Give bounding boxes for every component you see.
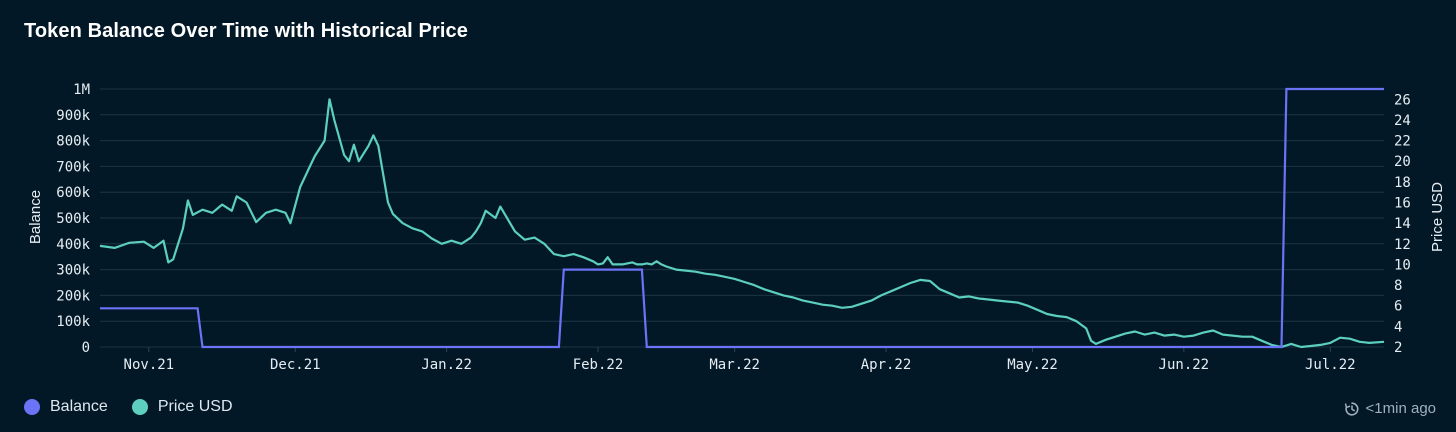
last-updated-text: <1min ago	[1365, 400, 1436, 417]
right-tick-label: 2	[1394, 340, 1402, 356]
legend-label-balance: Balance	[50, 398, 108, 415]
x-axis-ticks: Nov.21 Dec.21 Jan.22 Feb.22 Mar.22 Apr.22 May.…	[124, 347, 1356, 373]
legend-item-price-usd[interactable]: Price USD	[131, 398, 233, 416]
legend: Balance Price USD	[24, 398, 233, 416]
x-tick-label: May.22	[1007, 357, 1058, 373]
x-tick-label: Dec.21	[270, 357, 321, 373]
left-tick-label: 800k	[56, 134, 90, 150]
chart-title: Token Balance Over Time with Historical …	[24, 20, 468, 42]
left-tick-label: 1M	[73, 82, 90, 98]
left-tick-label: 500k	[56, 211, 90, 227]
right-tick-label: 8	[1394, 278, 1402, 294]
left-tick-label: 400k	[56, 237, 90, 253]
left-tick-label: 700k	[56, 159, 90, 175]
right-tick-label: 26	[1394, 92, 1411, 108]
legend-dot-price-usd	[131, 399, 148, 415]
legend-item-balance[interactable]: Balance	[24, 398, 108, 416]
legend-label-price-usd: Price USD	[157, 398, 233, 415]
left-tick-label: 200k	[56, 288, 90, 304]
right-tick-label: 14	[1394, 216, 1411, 232]
x-tick-label: Nov.21	[124, 357, 175, 373]
x-tick-label: Apr.22	[861, 357, 912, 373]
right-tick-label: 22	[1394, 134, 1411, 150]
last-updated[interactable]: <1min ago	[1344, 400, 1436, 417]
legend-dot-balance	[24, 399, 40, 415]
right-tick-label: 24	[1394, 113, 1411, 129]
right-tick-label: 16	[1394, 196, 1411, 212]
left-axis-ticks: 0 100k 200k 300k 400k 500k 600k 700k 800k 900k 1M	[56, 82, 90, 356]
x-tick-label: Feb.22	[573, 357, 624, 373]
right-tick-label: 20	[1394, 154, 1411, 170]
left-tick-label: 900k	[56, 108, 90, 124]
chart-canvas: 0100k200k300k400k500k600k700k800k900k1M …	[27, 82, 1446, 373]
refresh-clock-icon	[1344, 401, 1359, 416]
x-tick-label: Jun.22	[1159, 357, 1210, 373]
right-axis-title: Price USD	[1429, 182, 1446, 252]
right-tick-label: 4	[1394, 319, 1402, 335]
right-tick-label: 10	[1394, 257, 1411, 273]
left-tick-label: 0	[82, 340, 90, 356]
right-tick-label: 12	[1394, 237, 1411, 253]
x-tick-label: Jan.22	[421, 357, 472, 373]
x-tick-label: Jul.22	[1305, 357, 1356, 373]
left-axis-title: Balance	[27, 190, 44, 244]
right-tick-label: 18	[1394, 175, 1411, 191]
series-line-balance[interactable]	[100, 87, 1384, 349]
left-tick-label: 300k	[56, 263, 90, 279]
series-line-price-usd[interactable]	[99, 98, 1385, 349]
right-tick-label: 6	[1394, 299, 1402, 315]
left-tick-label: 100k	[56, 314, 90, 330]
x-tick-label: Mar.22	[709, 357, 760, 373]
left-tick-label: 600k	[56, 185, 90, 201]
